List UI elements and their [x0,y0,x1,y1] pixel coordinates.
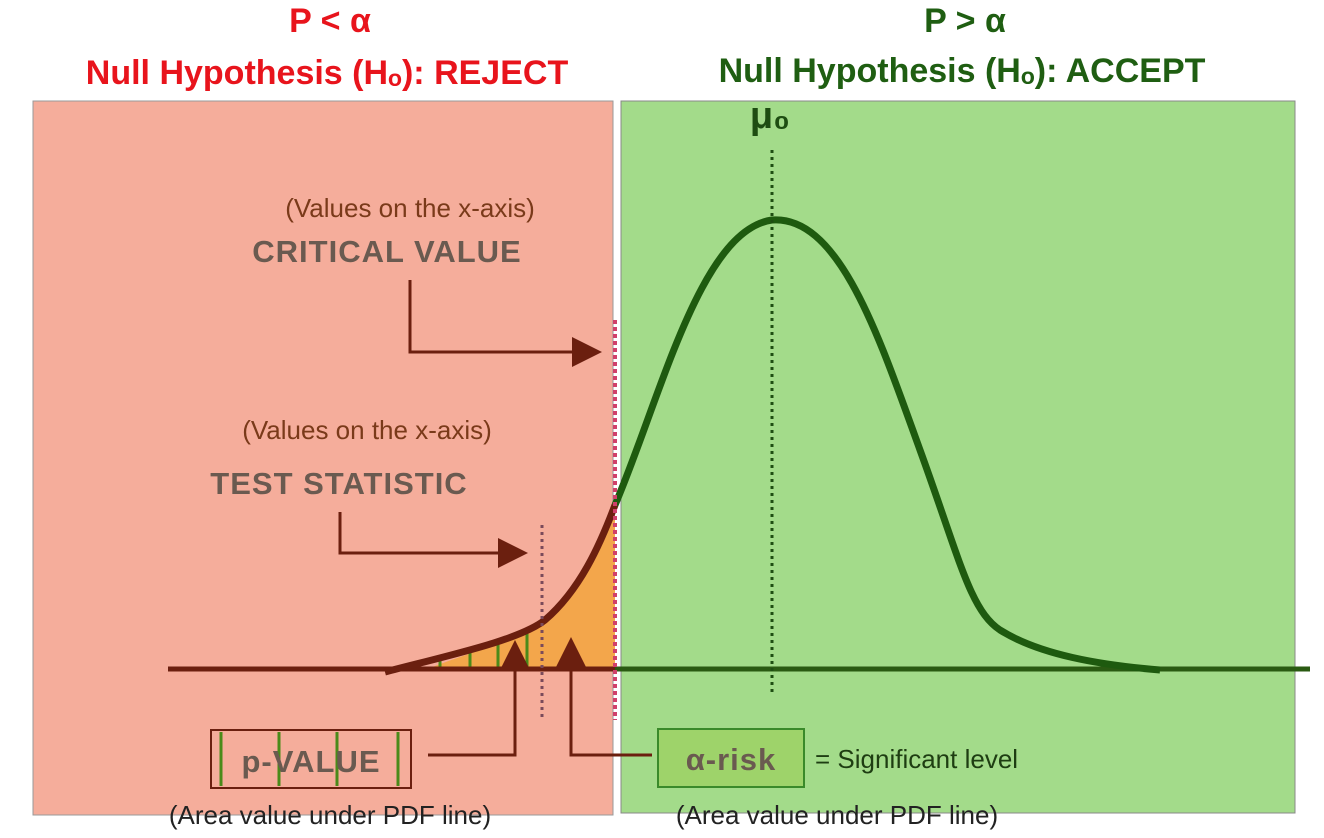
accept-region [620,100,1296,814]
critical-arrow [408,280,602,367]
alpha-risk-note: (Area value under PDF line) [676,800,998,830]
mean-label: μ₀ [750,95,790,137]
critical-note: (Values on the x-axis) [285,193,535,223]
pdf-tail [384,503,619,676]
right-condition: P > α [924,2,1006,40]
pdf-curve [611,216,1161,674]
p-value-note: (Area value under PDF line) [169,800,491,830]
test-note: (Values on the x-axis) [242,415,492,445]
critical-label: CRITICAL VALUE [252,234,521,269]
alpha-risk-meaning: = Significant level [815,744,1018,774]
alpha-risk-arrow [556,637,652,757]
p-value-arrow [428,640,530,757]
p-value-box [210,729,412,789]
p-value-box-hatch [219,732,400,786]
left-decision: Null Hypothesis (Hₒ): REJECT [86,54,569,92]
test-label: TEST STATISTIC [210,466,467,501]
alpha-risk-box [657,728,805,788]
p-value-label: p-VALUE [241,744,380,779]
tail-area [430,505,615,668]
test-arrow [338,512,528,568]
alpha-risk-label: α-risk [686,742,777,777]
right-decision: Null Hypothesis (Hₒ): ACCEPT [719,52,1206,90]
left-condition: P < α [289,2,371,40]
